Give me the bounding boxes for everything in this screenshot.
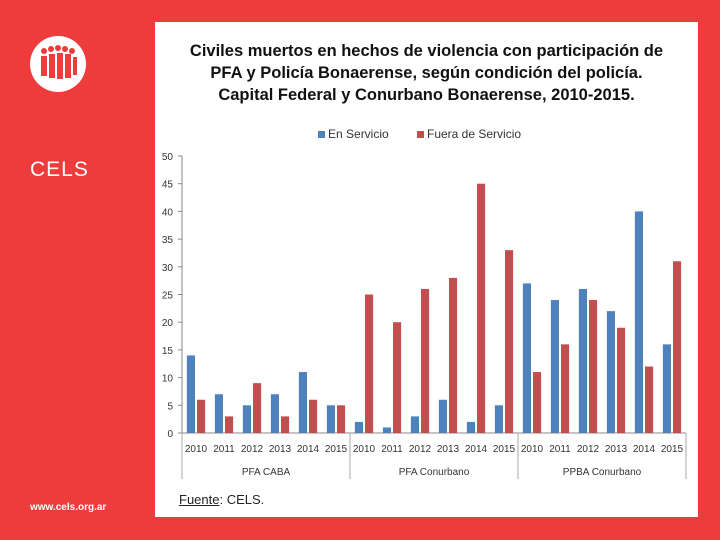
bar-fuera-de-servicio: [561, 344, 570, 433]
x-tick-label: 2015: [493, 444, 516, 455]
bar-fuera-de-servicio: [673, 261, 682, 433]
y-tick-label: 45: [162, 180, 174, 191]
chart-title-line-2: PFA y Policía Bonaerense, según condició…: [210, 64, 643, 82]
legend-swatch-fuera-de-servicio: [417, 131, 424, 138]
x-tick-label: 2013: [605, 444, 628, 455]
bar-en-servicio: [242, 405, 251, 433]
bar-fuera-de-servicio: [337, 405, 346, 433]
bar-en-servicio: [606, 311, 615, 433]
website-url[interactable]: www.cels.org.ar: [30, 502, 107, 513]
y-tick-label: 20: [162, 318, 174, 329]
x-tick-label: 2015: [325, 444, 348, 455]
source-note: Fuente: CELS.: [179, 492, 264, 507]
source-label: Fuente: [179, 492, 220, 507]
y-tick-label: 30: [162, 263, 174, 274]
bar-chart: 0 5 10 15 20 25 30 35 40 45 50 2010 2011 2012 2013 2014…: [162, 127, 687, 479]
y-tick-label: 50: [162, 152, 174, 163]
bar-en-servicio: [214, 394, 223, 433]
brand-name: CELS: [30, 158, 89, 181]
bar-en-servicio: [326, 405, 335, 433]
group-label: PFA CABA: [242, 467, 291, 478]
bar-fuera-de-servicio: [449, 277, 458, 433]
legend-swatch-en-servicio: [318, 131, 325, 138]
bar-en-servicio: [186, 355, 195, 433]
x-tick-label: 2010: [353, 444, 376, 455]
x-tick-label: 2011: [549, 444, 571, 455]
bar-en-servicio: [634, 211, 643, 433]
bar-en-servicio: [578, 288, 587, 433]
bar-en-servicio: [410, 416, 419, 433]
y-tick-label: 5: [167, 401, 173, 412]
cels-logo-graphic: [41, 45, 77, 79]
x-tick-label: 2012: [241, 444, 264, 455]
bar-en-servicio: [662, 344, 671, 433]
sidebar: CELS www.cels.org.ar: [0, 0, 155, 540]
y-tick-label: 0: [167, 429, 173, 440]
y-tick-label: 10: [162, 374, 174, 385]
chart-panel: Civiles muertos en hechos de violencia c…: [155, 22, 698, 517]
chart-title-line-3: Capital Federal y Conurbano Bonaerense, …: [218, 86, 635, 104]
cels-logo-icon: [30, 36, 86, 92]
bar-fuera-de-servicio: [421, 288, 430, 433]
bar-fuera-de-servicio: [309, 399, 318, 433]
bar-en-servicio: [382, 427, 391, 433]
x-tick-label: 2012: [577, 444, 600, 455]
chart-title-line-1: Civiles muertos en hechos de violencia c…: [189, 42, 664, 60]
chart-title: Civiles muertos en hechos de violencia c…: [155, 40, 698, 106]
x-tick-label: 2014: [465, 444, 488, 455]
bar-fuera-de-servicio: [281, 416, 290, 433]
y-tick-label: 35: [162, 235, 174, 246]
x-tick-label: 2013: [437, 444, 460, 455]
bar-en-servicio: [298, 372, 307, 433]
bar-fuera-de-servicio: [225, 416, 234, 433]
x-tick-label: 2013: [269, 444, 292, 455]
legend-label-en-servicio: En Servicio: [328, 127, 389, 141]
bar-fuera-de-servicio: [253, 383, 262, 433]
x-tick-label: 2012: [409, 444, 432, 455]
y-tick-label: 15: [162, 346, 174, 357]
group-label: PFA Conurbano: [399, 467, 470, 478]
bar-fuera-de-servicio: [505, 250, 514, 433]
bar-fuera-de-servicio: [589, 300, 598, 433]
bar-en-servicio: [550, 300, 559, 433]
source-text: : CELS.: [219, 492, 265, 507]
legend-label-fuera-de-servicio: Fuera de Servicio: [427, 127, 521, 141]
bar-en-servicio: [466, 421, 475, 433]
y-tick-label: 25: [162, 291, 174, 302]
bar-fuera-de-servicio: [617, 327, 626, 433]
bar-en-servicio: [494, 405, 503, 433]
x-tick-label: 2014: [633, 444, 656, 455]
bar-en-servicio: [522, 283, 531, 433]
x-tick-label: 2010: [185, 444, 208, 455]
bar-en-servicio: [354, 421, 363, 433]
bar-fuera-de-servicio: [365, 294, 374, 433]
bar-fuera-de-servicio: [477, 183, 486, 433]
x-tick-label: 2014: [297, 444, 320, 455]
bar-fuera-de-servicio: [197, 399, 206, 433]
bar-fuera-de-servicio: [533, 372, 542, 433]
group-label: PPBA Conurbano: [563, 467, 642, 478]
x-tick-label: 2011: [213, 444, 235, 455]
x-tick-label: 2010: [521, 444, 544, 455]
bar-fuera-de-servicio: [645, 366, 654, 433]
bar-en-servicio: [438, 399, 447, 433]
x-tick-label: 2015: [661, 444, 684, 455]
bar-en-servicio: [270, 394, 279, 433]
x-tick-label: 2011: [381, 444, 403, 455]
bar-fuera-de-servicio: [393, 322, 402, 433]
y-tick-label: 40: [162, 207, 174, 218]
